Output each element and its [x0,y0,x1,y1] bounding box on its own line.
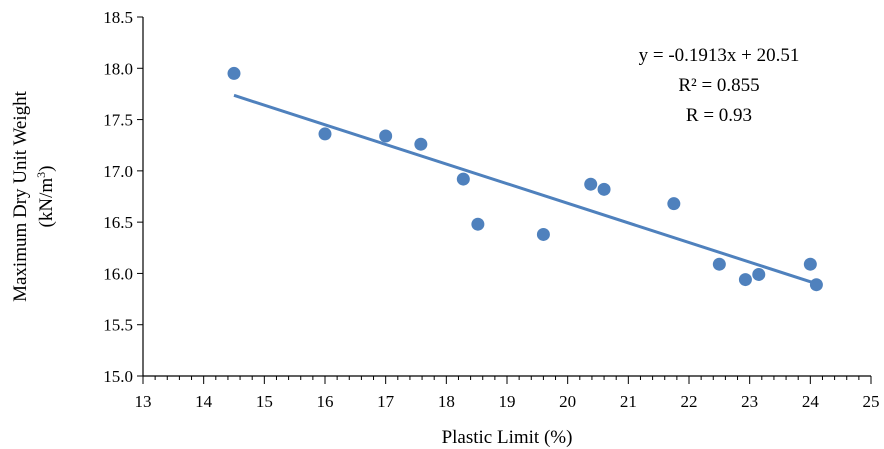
trendline [233,93,817,286]
data-point [752,267,766,281]
x-tick-label: 22 [681,392,698,411]
data-point [471,217,485,231]
y-tick-label: 18.0 [103,59,133,78]
data-point [738,273,752,287]
axis-ticks [137,16,872,384]
x-tick-label: 18 [438,392,455,411]
equation-annotation: y = -0.1913x + 20.51 [639,45,800,66]
x-tick-label: 16 [317,392,334,411]
y-axis-unit-prefix: (kN/m [36,178,57,228]
plot-area [227,66,823,292]
r-annotation: R = 0.93 [686,105,752,126]
y-axis-title-line-1: Maximum Dry Unit Weight [10,90,31,302]
data-point [712,257,726,271]
x-tick-label: 15 [256,392,273,411]
x-tick-label: 20 [559,392,576,411]
x-tick-label: 13 [135,392,152,411]
x-tick-label: 23 [741,392,758,411]
tick-labels: 15.0 15.5 16.0 16.5 17.0 17.5 18.0 18.5 13 14 15 16… [103,8,879,411]
y-tick-label: 16.0 [103,264,133,283]
y-tick-label: 17.5 [103,111,133,130]
y-tick-label: 15.5 [103,316,133,335]
data-point [414,137,428,151]
data-point [809,278,823,292]
data-point [456,172,470,186]
data-point [803,257,817,271]
x-tick-label: 24 [802,392,820,411]
y-axis-unit-suffix: ) [36,166,57,172]
x-tick-label: 19 [499,392,516,411]
r-squared-annotation: R² = 0.855 [678,75,759,96]
data-point [227,66,241,80]
data-point [667,197,681,211]
x-tick-label: 21 [620,392,637,411]
y-axis-title: Maximum Dry Unit Weight (kN/m3) [10,90,57,302]
y-tick-label: 18.5 [103,8,133,27]
y-axis-title-line-2: (kN/m3) [34,166,57,228]
y-tick-label: 16.5 [103,213,133,232]
data-point [318,127,332,141]
x-tick-label: 17 [377,392,395,411]
y-tick-label: 17.0 [103,162,133,181]
x-tick-label: 25 [863,392,880,411]
data-point [536,227,550,241]
data-point [597,182,611,196]
data-point [584,177,598,191]
x-tick-label: 14 [195,392,213,411]
y-axis-unit-superscript: 3 [34,172,48,178]
x-axis-title: Plastic Limit (%) [442,427,573,448]
y-tick-label: 15.0 [103,367,133,386]
data-point [379,129,393,143]
